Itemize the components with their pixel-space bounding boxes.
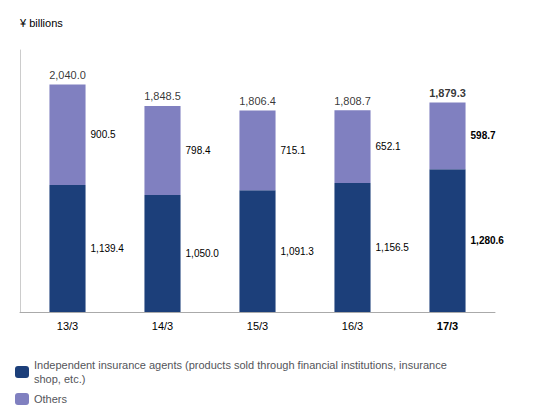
svg-text:13/3: 13/3 [57, 320, 78, 332]
svg-text:1,050.0: 1,050.0 [186, 248, 220, 259]
svg-text:Independent insurance agents (: Independent insurance agents (products s… [34, 359, 447, 371]
svg-text:15/3: 15/3 [247, 320, 268, 332]
svg-text:shop, etc.): shop, etc.) [34, 373, 85, 385]
svg-text:¥ billions: ¥ billions [19, 17, 63, 29]
svg-text:900.5: 900.5 [91, 129, 116, 140]
svg-text:652.1: 652.1 [376, 141, 401, 152]
svg-text:2,040.0: 2,040.0 [49, 69, 86, 81]
svg-text:1,139.4: 1,139.4 [91, 243, 125, 254]
svg-text:1,091.3: 1,091.3 [281, 246, 315, 257]
svg-text:1,879.3: 1,879.3 [429, 87, 466, 99]
svg-text:1,806.4: 1,806.4 [239, 95, 276, 107]
svg-text:17/3: 17/3 [437, 320, 458, 332]
svg-text:1,848.5: 1,848.5 [144, 90, 181, 102]
svg-text:1,156.5: 1,156.5 [376, 242, 410, 253]
svg-text:598.7: 598.7 [471, 130, 496, 141]
svg-text:1,808.7: 1,808.7 [334, 95, 371, 107]
svg-text:1,280.6: 1,280.6 [471, 235, 505, 246]
svg-text:14/3: 14/3 [152, 320, 173, 332]
svg-text:798.4: 798.4 [186, 145, 211, 156]
svg-text:Others: Others [34, 393, 68, 405]
svg-text:715.1: 715.1 [281, 145, 306, 156]
svg-text:16/3: 16/3 [342, 320, 363, 332]
